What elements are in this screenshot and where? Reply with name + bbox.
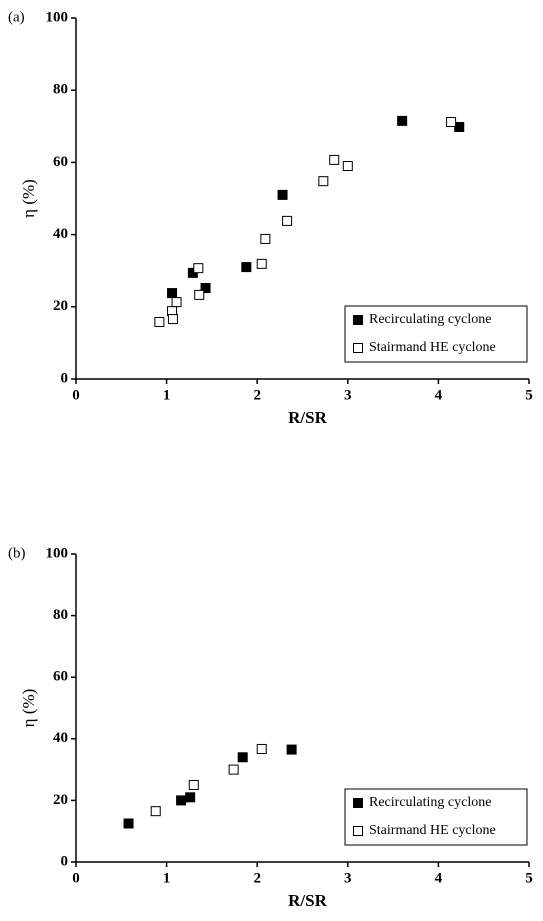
point (342, 161, 353, 172)
x-axis-label: R/SR (288, 891, 327, 910)
point (397, 115, 408, 126)
y-axis-label: η (%) (19, 179, 38, 218)
legend-marker (353, 798, 363, 808)
point (171, 297, 182, 308)
point (282, 215, 293, 226)
y-tick-label: 20 (53, 792, 68, 808)
point (241, 262, 252, 273)
x-tick-label: 2 (253, 870, 261, 886)
x-tick-label: 2 (253, 387, 261, 403)
point (185, 792, 196, 803)
x-tick-label: 4 (435, 870, 443, 886)
point (194, 289, 205, 300)
y-tick-label: 0 (61, 370, 69, 386)
point (176, 795, 187, 806)
point (123, 818, 134, 829)
y-tick-label: 60 (53, 154, 68, 170)
x-tick-label: 3 (344, 387, 352, 403)
point (446, 116, 457, 127)
legend-label: Recirculating cyclone (369, 795, 491, 810)
y-tick-label: 40 (53, 226, 68, 242)
point (286, 744, 297, 755)
point (318, 176, 329, 187)
panel-label: (b) (8, 545, 26, 561)
y-tick-label: 80 (53, 607, 68, 623)
point (154, 316, 165, 327)
y-tick-label: 60 (53, 669, 68, 685)
point (150, 806, 161, 817)
y-tick-label: 100 (46, 9, 69, 25)
x-tick-label: 1 (163, 387, 171, 403)
y-tick-label: 20 (53, 298, 68, 314)
panel-label: (a) (8, 9, 25, 25)
point (256, 743, 267, 754)
y-tick-label: 0 (61, 853, 69, 869)
y-tick-label: 80 (53, 82, 68, 98)
point (329, 154, 340, 165)
x-tick-label: 0 (72, 870, 80, 886)
point (193, 263, 204, 274)
legend-box (344, 788, 528, 846)
y-tick-label: 40 (53, 730, 68, 746)
x-tick-label: 5 (525, 870, 533, 886)
legend-label: Stairmand HE cyclone (369, 340, 496, 355)
point (167, 314, 178, 325)
point (228, 764, 239, 775)
x-tick-label: 0 (72, 387, 80, 403)
legend-marker (353, 315, 363, 325)
y-tick-label: 100 (46, 545, 69, 561)
x-tick-label: 1 (163, 870, 171, 886)
point (260, 233, 271, 244)
point (167, 288, 178, 299)
legend-box (344, 305, 528, 363)
y-axis-label: η (%) (19, 689, 38, 728)
x-tick-label: 5 (525, 387, 533, 403)
x-tick-label: 4 (435, 387, 443, 403)
legend-label: Stairmand HE cyclone (369, 823, 496, 838)
point (256, 258, 267, 269)
legend-marker (353, 826, 363, 836)
point (188, 780, 199, 790)
x-tick-label: 3 (344, 870, 352, 886)
point (454, 122, 465, 133)
point (200, 283, 211, 294)
x-axis-label: R/SR (288, 408, 327, 427)
point (237, 752, 248, 763)
point (277, 189, 288, 200)
legend-marker (353, 343, 363, 353)
legend-label: Recirculating cyclone (369, 312, 491, 327)
